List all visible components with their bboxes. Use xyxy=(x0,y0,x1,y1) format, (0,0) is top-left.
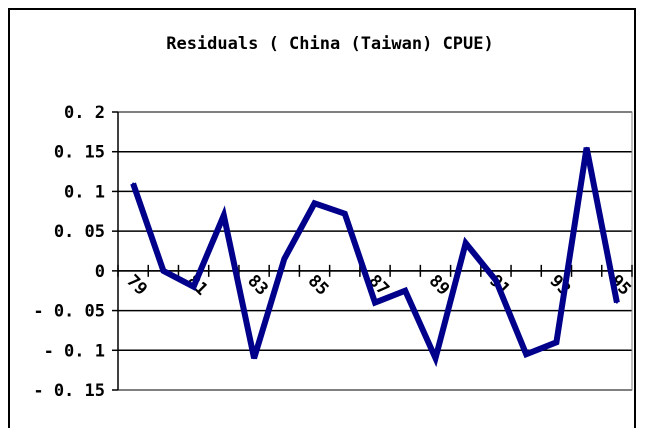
x-tick-label: 93 xyxy=(546,271,575,300)
y-tick-label: 0. 05 xyxy=(54,222,105,242)
data-point xyxy=(313,202,316,205)
x-tick-label: 85 xyxy=(304,271,333,300)
data-point xyxy=(494,279,497,282)
y-tick-label: - 0. 15 xyxy=(33,381,105,401)
x-tick-label: 79 xyxy=(122,271,151,300)
data-point xyxy=(222,214,225,217)
data-point xyxy=(283,257,286,260)
y-tick-label: 0. 1 xyxy=(64,182,105,202)
data-point xyxy=(192,285,195,288)
data-point xyxy=(162,269,165,272)
data-point xyxy=(615,301,618,304)
series-line xyxy=(130,147,620,368)
y-axis: 0. 2 0. 15 0. 1 0. 05 0 - 0. 05 - 0. 1 - 0. 15 xyxy=(33,103,119,401)
plot-area xyxy=(117,111,633,391)
data-point xyxy=(434,357,437,360)
data-point xyxy=(132,182,135,185)
y-tick-label: - 0. 05 xyxy=(33,302,105,322)
data-point xyxy=(555,341,558,344)
data-point xyxy=(525,353,528,356)
data-point xyxy=(464,242,467,245)
y-tick-label: 0. 2 xyxy=(64,103,105,123)
data-point xyxy=(343,212,346,215)
data-point xyxy=(585,146,588,149)
chart-area xyxy=(8,8,636,428)
y-tick-label: 0. 15 xyxy=(54,143,105,163)
y-tick-label: 0 xyxy=(95,262,105,282)
y-tick-label: - 0. 1 xyxy=(44,341,105,361)
gridlines xyxy=(118,111,632,391)
data-point xyxy=(404,289,407,292)
data-point xyxy=(253,357,256,360)
series-layer xyxy=(130,146,620,368)
x-tick-label: 83 xyxy=(243,271,272,300)
chart-title: Residuals ( China (Taiwan) CPUE) xyxy=(166,34,494,54)
data-point xyxy=(374,301,376,304)
